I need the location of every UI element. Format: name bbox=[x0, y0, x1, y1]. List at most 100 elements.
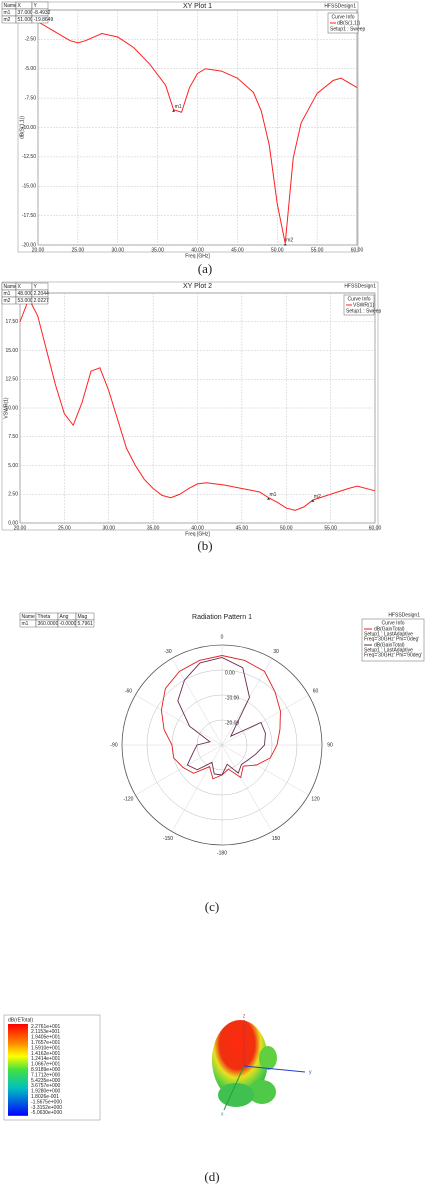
colorbar-label: 1.5910e+001 bbox=[31, 1045, 61, 1051]
table-text: Name bbox=[4, 3, 18, 9]
angle-tick-label: -180 bbox=[217, 850, 227, 856]
y-tick-label: 7.50 bbox=[8, 434, 18, 440]
x-tick-label: 25.00 bbox=[58, 525, 71, 531]
angle-tick-label: 150 bbox=[272, 836, 281, 842]
angle-tick-label: 0 bbox=[221, 634, 224, 640]
x-axis bbox=[223, 1065, 245, 1111]
brand: HFSSDesign1 bbox=[344, 283, 376, 289]
x-tick-label: 60.00 bbox=[351, 247, 364, 253]
angle-tick-label: 120 bbox=[311, 796, 320, 802]
legend-box bbox=[361, 618, 425, 662]
colorbar-label: 2.2761e+001 bbox=[31, 1024, 61, 1030]
table-text: Mag bbox=[78, 614, 88, 620]
angle-tick-label: -30 bbox=[164, 649, 171, 655]
table-text: Name bbox=[22, 614, 36, 620]
colorbar-label: 1.7657e+001 bbox=[31, 1040, 61, 1046]
table-text: 2.2044 bbox=[34, 291, 50, 297]
y-tick-label: 2.50 bbox=[8, 492, 18, 498]
axis-label: y bbox=[309, 1069, 312, 1075]
series-line bbox=[37, 21, 358, 244]
colorbar-label: 8.9189e+000 bbox=[31, 1067, 61, 1073]
x-tick-label: 20.00 bbox=[32, 247, 45, 253]
marker-point bbox=[267, 497, 270, 500]
marker-label: m2 bbox=[314, 494, 321, 500]
r-tick-label: -10.00 bbox=[225, 695, 239, 701]
table-text: Theta bbox=[38, 614, 51, 620]
y-tick-label: -10.00 bbox=[22, 125, 36, 131]
chart-title: XY Plot 1 bbox=[183, 3, 212, 10]
marker-label: m2 bbox=[286, 238, 293, 244]
colorbar bbox=[8, 1024, 28, 1116]
y-tick-label: -7.50 bbox=[25, 95, 37, 101]
table-cell bbox=[31, 15, 49, 24]
y-axis bbox=[243, 1065, 306, 1073]
x-tick-label: 40.00 bbox=[191, 525, 204, 531]
colorbar-label: 1.8026e-001 bbox=[31, 1094, 59, 1100]
marker-label: m1 bbox=[270, 492, 277, 498]
colorbar-label: -5.0630e+000 bbox=[31, 1110, 62, 1116]
colorbar-label: 1.0667e+001 bbox=[31, 1062, 61, 1068]
axis-label: x bbox=[221, 1111, 224, 1117]
colorbar-title: dB(rETotal) bbox=[8, 1017, 33, 1023]
table-text: m2 bbox=[4, 298, 11, 304]
legend-setup: Setup1 : LastAdaptive bbox=[364, 631, 413, 637]
angle-grid-line bbox=[221, 744, 273, 832]
chart-title: XY Plot 2 bbox=[183, 283, 212, 290]
caption: (d) bbox=[204, 1169, 219, 1184]
frame bbox=[1, 281, 379, 531]
legend-label: VSWR(1) bbox=[353, 302, 374, 308]
pattern-lobe bbox=[248, 1080, 276, 1104]
legend-box bbox=[343, 294, 375, 316]
marker-point bbox=[283, 243, 287, 246]
legend-title: Curve Info bbox=[347, 296, 370, 302]
marker-point bbox=[311, 499, 315, 502]
table-text: X bbox=[18, 3, 22, 9]
x-axis-label: Freq [GHz] bbox=[185, 253, 210, 259]
y-tick-label: -15.00 bbox=[22, 184, 36, 190]
table-text: Y bbox=[34, 3, 38, 9]
angle-tick-label: 60 bbox=[313, 688, 319, 694]
series-line bbox=[177, 657, 266, 776]
x-tick-label: 60.00 bbox=[369, 525, 382, 531]
angle-grid-line bbox=[135, 694, 223, 746]
legend-box bbox=[327, 12, 359, 34]
x-tick-label: 20.00 bbox=[14, 525, 27, 531]
x-tick-label: 50.00 bbox=[280, 525, 293, 531]
y-tick-label: -20.00 bbox=[22, 242, 36, 248]
table-text: 37.0000 bbox=[18, 10, 36, 16]
legend-label: dB(GainTotal) bbox=[374, 642, 405, 648]
table-text: -19.8649 bbox=[34, 17, 54, 23]
table-text: -0.0000 bbox=[60, 621, 77, 627]
table-text: m1 bbox=[22, 621, 29, 627]
y-tick-label: 5.00 bbox=[8, 463, 18, 469]
table-text: 360.0000 bbox=[38, 621, 59, 627]
pattern-lobe bbox=[218, 1083, 254, 1107]
table-text: 5.7961 bbox=[78, 621, 94, 627]
x-tick-label: 45.00 bbox=[231, 247, 244, 253]
frame bbox=[17, 1, 359, 253]
table-text: m1 bbox=[4, 291, 11, 297]
colorbar-label: 3.6757e+000 bbox=[31, 1083, 61, 1089]
r-tick-label: -20.00 bbox=[225, 720, 239, 726]
colorbar-label: 1.2414e+001 bbox=[31, 1056, 61, 1062]
legend-setup: Setup1 : Sweep bbox=[330, 26, 366, 32]
table-cell bbox=[75, 619, 95, 628]
table-text: -8.4932 bbox=[34, 10, 51, 16]
x-tick-label: 30.00 bbox=[111, 247, 124, 253]
marker-label: m1 bbox=[175, 104, 182, 110]
colorbar-label: 7.1712e+000 bbox=[31, 1072, 61, 1078]
angle-grid-line bbox=[221, 744, 309, 796]
y-tick-label: 17.50 bbox=[5, 319, 18, 325]
legend-condition: Freq='30GHz' Phi='0deg' bbox=[364, 636, 419, 642]
x-tick-label: 50.00 bbox=[271, 247, 284, 253]
y-axis-label: dB(S(1,1)) bbox=[19, 116, 25, 139]
colorbar-label: -3.3152e+000 bbox=[31, 1105, 62, 1111]
colorbar-label: -1.5675e+000 bbox=[31, 1099, 62, 1105]
marker-point bbox=[172, 109, 176, 112]
series-line bbox=[19, 297, 376, 511]
legend-setup: Setup1 : Sweep bbox=[346, 308, 382, 314]
y-axis-label: VSWR(1) bbox=[3, 397, 9, 418]
panel-d-3d bbox=[212, 1020, 306, 1111]
table-text: 51.0000 bbox=[18, 17, 36, 23]
angle-tick-label: 90 bbox=[327, 742, 333, 748]
